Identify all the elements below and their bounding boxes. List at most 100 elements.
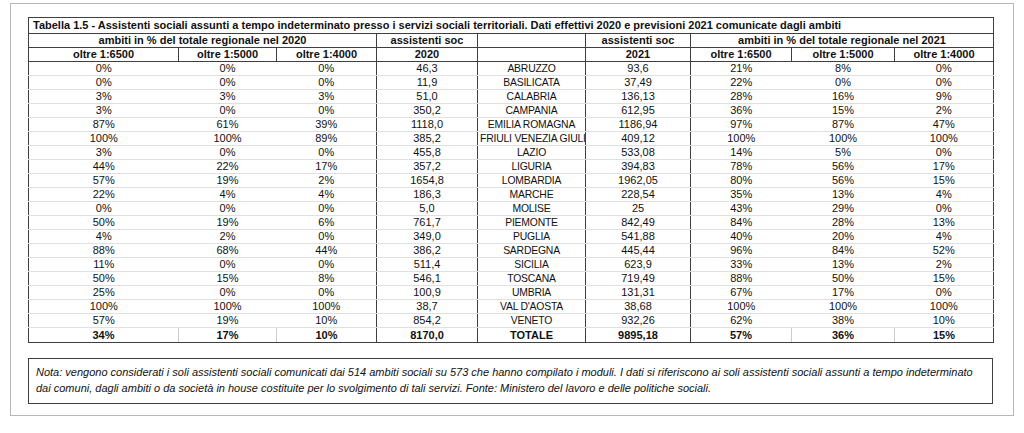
value-cell: 21% xyxy=(691,62,792,76)
value-cell: 719,49 xyxy=(586,272,691,286)
value-cell: 51,0 xyxy=(377,90,478,104)
value-cell: 44% xyxy=(29,160,179,174)
region-cell: UMBRIA xyxy=(478,286,586,300)
table-row: 4%2%0%349,0PUGLIA541,8840%20%4% xyxy=(29,230,994,244)
threshold-5000-2020: oltre 1:5000 xyxy=(179,48,277,62)
value-cell: 13% xyxy=(895,216,994,230)
region-cell: PIEMONTE xyxy=(478,216,586,230)
value-cell: 445,44 xyxy=(586,244,691,258)
totale-label-cell: TOTALE xyxy=(478,328,586,343)
value-cell: 0% xyxy=(277,202,377,216)
value-cell: 36% xyxy=(691,104,792,118)
table-title: Tabella 1.5 - Assistenti sociali assunti… xyxy=(29,18,994,34)
soc-header-2020: assistenti soc xyxy=(377,34,478,48)
table-row: 0%0%0%11,9BASILICATA37,4922%0%0% xyxy=(29,76,994,90)
value-cell: 455,8 xyxy=(377,146,478,160)
value-cell: 350,2 xyxy=(377,104,478,118)
region-cell: LAZIO xyxy=(478,146,586,160)
value-cell: 87% xyxy=(792,118,895,132)
threshold-4000-2020: oltre 1:4000 xyxy=(277,48,377,62)
value-cell: 612,95 xyxy=(586,104,691,118)
value-cell: 0% xyxy=(29,76,179,90)
value-cell: 97% xyxy=(691,118,792,132)
value-cell: 25 xyxy=(586,202,691,216)
value-cell: 22% xyxy=(179,160,277,174)
region-cell: LIGURIA xyxy=(478,160,586,174)
group-header-row: ambiti in % del totale regionale nel 202… xyxy=(29,34,994,48)
group-header-2020: ambiti in % del totale regionale nel 202… xyxy=(29,34,377,48)
value-cell: 0% xyxy=(792,76,895,90)
value-cell: 68% xyxy=(179,244,277,258)
value-cell: 100% xyxy=(179,132,277,146)
value-cell: 0% xyxy=(895,146,994,160)
value-cell: 10% xyxy=(277,314,377,328)
value-cell: 100% xyxy=(792,300,895,314)
region-cell: VENETO xyxy=(478,314,586,328)
value-cell: 89% xyxy=(277,132,377,146)
value-cell: 100% xyxy=(277,300,377,314)
value-cell: 22% xyxy=(691,76,792,90)
value-cell: 100% xyxy=(29,300,179,314)
value-cell: 10% xyxy=(277,328,377,343)
value-cell: 394,83 xyxy=(586,160,691,174)
value-cell: 2% xyxy=(895,104,994,118)
value-cell: 0% xyxy=(29,62,179,76)
region-cell: VAL D'AOSTA xyxy=(478,300,586,314)
value-cell: 40% xyxy=(691,230,792,244)
value-cell: 44% xyxy=(277,244,377,258)
value-cell: 56% xyxy=(792,160,895,174)
table-row: 57%19%2%1654,8LOMBARDIA1962,0580%56%15% xyxy=(29,174,994,188)
value-cell: 19% xyxy=(179,174,277,188)
value-cell: 136,13 xyxy=(586,90,691,104)
value-cell: 3% xyxy=(29,146,179,160)
region-cell: CALABRIA xyxy=(478,90,586,104)
value-cell: 80% xyxy=(691,174,792,188)
value-cell: 4% xyxy=(179,188,277,202)
value-cell: 28% xyxy=(792,216,895,230)
value-cell: 0% xyxy=(277,286,377,300)
value-cell: 56% xyxy=(792,174,895,188)
value-cell: 16% xyxy=(792,90,895,104)
value-cell: 11,9 xyxy=(377,76,478,90)
region-cell: PUGLIA xyxy=(478,230,586,244)
value-cell: 0% xyxy=(277,146,377,160)
value-cell: 57% xyxy=(29,174,179,188)
value-cell: 78% xyxy=(691,160,792,174)
value-cell: 100% xyxy=(895,300,994,314)
value-cell: 93,6 xyxy=(586,62,691,76)
value-cell: 9% xyxy=(895,90,994,104)
value-cell: 11% xyxy=(29,258,179,272)
value-cell: 5,0 xyxy=(377,202,478,216)
threshold-6500-2020: oltre 1:6500 xyxy=(29,48,179,62)
value-cell: 43% xyxy=(691,202,792,216)
value-cell: 0% xyxy=(277,62,377,76)
value-cell: 386,2 xyxy=(377,244,478,258)
value-cell: 1118,0 xyxy=(377,118,478,132)
value-cell: 67% xyxy=(691,286,792,300)
value-cell: 8170,0 xyxy=(377,328,478,343)
table-row: 50%15%8%546,1TOSCANA719,4988%50%15% xyxy=(29,272,994,286)
value-cell: 37,49 xyxy=(586,76,691,90)
value-cell: 4% xyxy=(895,188,994,202)
value-cell: 100% xyxy=(792,132,895,146)
value-cell: 100% xyxy=(895,132,994,146)
value-cell: 533,08 xyxy=(586,146,691,160)
table-row: 25%0%0%100,9UMBRIA131,3167%17%0% xyxy=(29,286,994,300)
value-cell: 4% xyxy=(29,230,179,244)
threshold-4000-2021: oltre 1:4000 xyxy=(895,48,994,62)
value-cell: 0% xyxy=(179,104,277,118)
value-cell: 15% xyxy=(895,174,994,188)
value-cell: 541,88 xyxy=(586,230,691,244)
region-subheader-blank xyxy=(478,48,586,62)
value-cell: 0% xyxy=(895,76,994,90)
value-cell: 0% xyxy=(277,258,377,272)
table-row: 50%19%6%761,7PIEMONTE842,4984%28%13% xyxy=(29,216,994,230)
value-cell: 228,54 xyxy=(586,188,691,202)
value-cell: 29% xyxy=(792,202,895,216)
value-cell: 8% xyxy=(792,62,895,76)
soc-header-2021: assistenti soc xyxy=(586,34,691,48)
region-cell: EMILIA ROMAGNA xyxy=(478,118,586,132)
value-cell: 15% xyxy=(895,328,994,343)
value-cell: 87% xyxy=(29,118,179,132)
value-cell: 50% xyxy=(29,216,179,230)
